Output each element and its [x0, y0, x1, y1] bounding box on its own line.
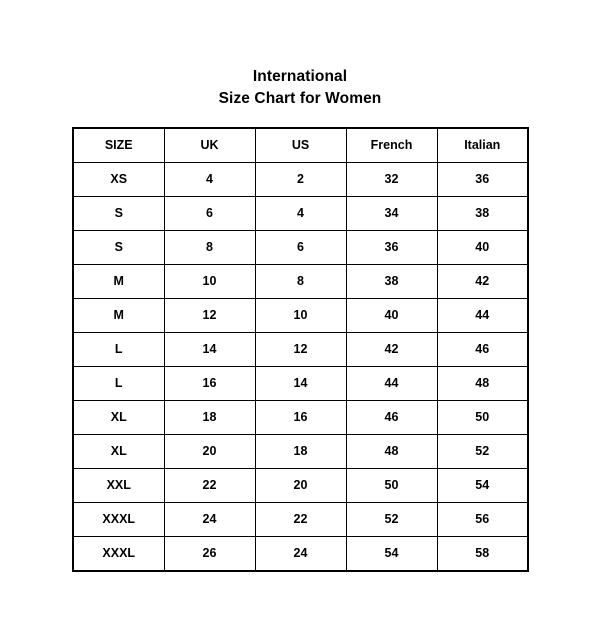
- column-header-us: US: [254, 127, 347, 163]
- table-header: SIZE UK US French Italian: [72, 127, 529, 163]
- cell-french: 44: [345, 366, 438, 401]
- cell-size: XXXL: [72, 536, 165, 572]
- page-title: International Size Chart for Women: [0, 66, 600, 110]
- page-title-line-2: Size Chart for Women: [218, 90, 382, 107]
- cell-italian: 58: [436, 536, 529, 572]
- cell-italian: 52: [436, 434, 529, 469]
- table-row: XXXL 26 24 54 58: [72, 536, 529, 572]
- cell-size: XL: [72, 400, 165, 435]
- cell-italian: 38: [436, 196, 529, 231]
- column-header-french: French: [345, 127, 438, 163]
- cell-us: 6: [254, 230, 347, 265]
- table-row: M 12 10 40 44: [72, 298, 529, 333]
- cell-size: M: [72, 298, 165, 333]
- cell-us: 10: [254, 298, 347, 333]
- cell-us: 8: [254, 264, 347, 299]
- column-header-uk: UK: [163, 127, 256, 163]
- cell-uk: 12: [163, 298, 256, 333]
- cell-italian: 44: [436, 298, 529, 333]
- table-row: L 14 12 42 46: [72, 332, 529, 367]
- cell-french: 48: [345, 434, 438, 469]
- cell-french: 50: [345, 468, 438, 503]
- table-row: XL 20 18 48 52: [72, 434, 529, 469]
- cell-italian: 46: [436, 332, 529, 367]
- table-row: XXXL 24 22 52 56: [72, 502, 529, 537]
- cell-size: L: [72, 332, 165, 367]
- cell-us: 16: [254, 400, 347, 435]
- table-row: S 6 4 34 38: [72, 196, 529, 231]
- cell-italian: 36: [436, 162, 529, 197]
- cell-us: 4: [254, 196, 347, 231]
- table-row: XL 18 16 46 50: [72, 400, 529, 435]
- page-title-line-1: International: [252, 68, 348, 85]
- cell-uk: 8: [163, 230, 256, 265]
- cell-italian: 48: [436, 366, 529, 401]
- table-row: XS 4 2 32 36: [72, 162, 529, 197]
- cell-italian: 56: [436, 502, 529, 537]
- cell-size: S: [72, 196, 165, 231]
- cell-uk: 26: [163, 536, 256, 572]
- cell-us: 20: [254, 468, 347, 503]
- cell-french: 54: [345, 536, 438, 572]
- size-chart-table: SIZE UK US French Italian XS 4 2 32 36 S: [72, 127, 529, 572]
- table-row: S 8 6 36 40: [72, 230, 529, 265]
- cell-size: XL: [72, 434, 165, 469]
- cell-us: 18: [254, 434, 347, 469]
- table-row: XXL 22 20 50 54: [72, 468, 529, 503]
- cell-french: 32: [345, 162, 438, 197]
- cell-size: L: [72, 366, 165, 401]
- table-body: XS 4 2 32 36 S 6 4 34 38 S 8 6 36: [72, 162, 529, 572]
- cell-uk: 18: [163, 400, 256, 435]
- cell-french: 52: [345, 502, 438, 537]
- cell-french: 46: [345, 400, 438, 435]
- cell-size: M: [72, 264, 165, 299]
- cell-us: 12: [254, 332, 347, 367]
- cell-us: 14: [254, 366, 347, 401]
- cell-uk: 14: [163, 332, 256, 367]
- cell-us: 24: [254, 536, 347, 572]
- cell-uk: 24: [163, 502, 256, 537]
- cell-size: XXXL: [72, 502, 165, 537]
- cell-french: 34: [345, 196, 438, 231]
- cell-french: 38: [345, 264, 438, 299]
- column-header-italian: Italian: [436, 127, 529, 163]
- cell-italian: 50: [436, 400, 529, 435]
- cell-size: S: [72, 230, 165, 265]
- cell-italian: 40: [436, 230, 529, 265]
- table-row: L 16 14 44 48: [72, 366, 529, 401]
- cell-uk: 6: [163, 196, 256, 231]
- cell-french: 36: [345, 230, 438, 265]
- cell-size: XXL: [72, 468, 165, 503]
- cell-italian: 42: [436, 264, 529, 299]
- cell-us: 22: [254, 502, 347, 537]
- table-header-row: SIZE UK US French Italian: [72, 127, 529, 163]
- cell-french: 40: [345, 298, 438, 333]
- table-row: M 10 8 38 42: [72, 264, 529, 299]
- cell-uk: 22: [163, 468, 256, 503]
- cell-uk: 16: [163, 366, 256, 401]
- cell-us: 2: [254, 162, 347, 197]
- cell-french: 42: [345, 332, 438, 367]
- cell-size: XS: [72, 162, 165, 197]
- cell-uk: 20: [163, 434, 256, 469]
- column-header-size: SIZE: [72, 127, 165, 163]
- cell-uk: 4: [163, 162, 256, 197]
- cell-italian: 54: [436, 468, 529, 503]
- cell-uk: 10: [163, 264, 256, 299]
- size-chart-table-container: SIZE UK US French Italian XS 4 2 32 36 S: [72, 127, 529, 572]
